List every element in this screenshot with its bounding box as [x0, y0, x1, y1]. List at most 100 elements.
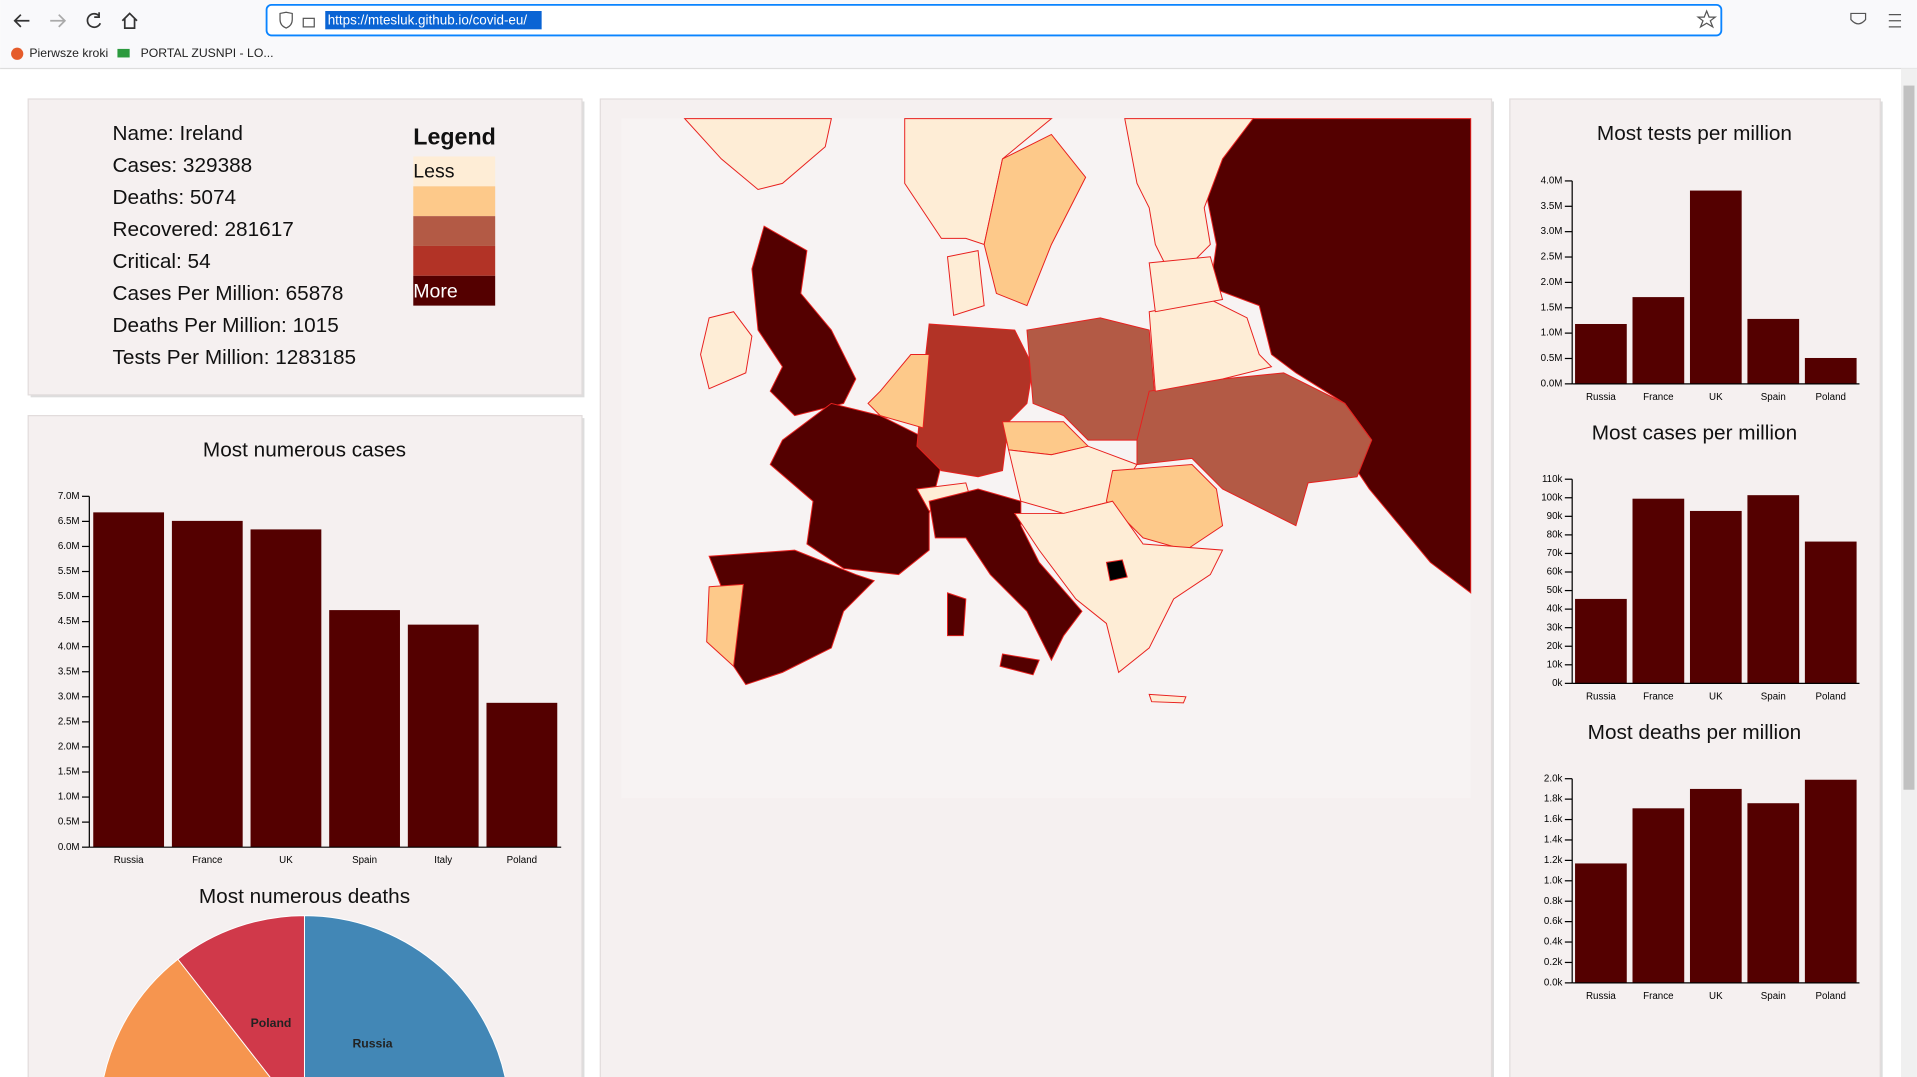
pie-label: Poland: [251, 1016, 292, 1030]
bar: [1575, 863, 1627, 983]
y-tick-label: 1.5M: [1541, 302, 1563, 313]
bookmark-icon: [11, 47, 24, 60]
y-tick-label: 50k: [1547, 585, 1563, 596]
bar: [171, 520, 243, 848]
country[interactable]: [706, 583, 744, 668]
legend-swatch: [413, 156, 496, 187]
bar: [486, 702, 558, 848]
country[interactable]: [983, 133, 1087, 307]
y-tick-label: 1.6k: [1544, 814, 1563, 825]
country[interactable]: [928, 488, 1083, 662]
y-tick-label: 2.5M: [58, 716, 80, 727]
legend-high: More: [413, 280, 458, 302]
country[interactable]: [1013, 500, 1224, 674]
country[interactable]: [751, 225, 857, 417]
country[interactable]: [947, 592, 967, 637]
bar: [1689, 510, 1742, 684]
country[interactable]: [1148, 693, 1187, 704]
chart-title: Most cases per million: [1592, 421, 1797, 444]
y-tick-label: 7.0M: [58, 491, 80, 502]
bookmark[interactable]: Pierwsze kroki: [29, 46, 108, 60]
y-tick-label: 1.0M: [1541, 328, 1563, 339]
menu-button[interactable]: [1888, 14, 1902, 28]
country[interactable]: [1203, 118, 1472, 594]
chart-title: Most deaths per million: [1588, 721, 1802, 744]
y-tick-label: 100k: [1541, 492, 1562, 503]
y-tick-label: 4.0M: [1541, 176, 1563, 187]
y-tick-label: 3.0M: [1541, 226, 1563, 237]
back-button[interactable]: [13, 14, 30, 28]
bar: [1747, 803, 1800, 983]
y-tick-label: 1.0k: [1544, 875, 1563, 886]
country[interactable]: [904, 118, 1053, 246]
y-tick-label: 10k: [1547, 659, 1563, 670]
bookmark[interactable]: PORTAL ZUSNPI - LO...: [141, 46, 274, 60]
forward-button[interactable]: [50, 14, 67, 28]
y-tick-label: 1.8k: [1544, 794, 1563, 805]
y-tick-label: 0.0M: [1541, 378, 1563, 389]
bar: [1804, 541, 1857, 684]
bookmark-icon: [117, 48, 130, 58]
bar: [1689, 190, 1742, 384]
y-tick-label: 0.4k: [1544, 937, 1563, 948]
scrollbar-thumb[interactable]: [1903, 85, 1915, 790]
x-tick-label: UK: [1709, 392, 1723, 403]
x-tick-label: Poland: [1816, 392, 1846, 403]
y-tick-label: 6.0M: [58, 541, 80, 552]
info-line: Tests Per Million: 1283185: [113, 346, 357, 369]
info-line: Deaths: 5074: [113, 186, 237, 209]
pocket-icon[interactable]: [1850, 12, 1867, 25]
legend-swatch: [413, 216, 496, 246]
lock-icon[interactable]: [302, 17, 315, 28]
info-line: Cases: 329388: [113, 154, 253, 177]
country[interactable]: [867, 354, 930, 429]
y-tick-label: 2.0k: [1544, 773, 1563, 784]
home-button[interactable]: [121, 12, 138, 29]
y-tick-label: 0.5M: [1541, 353, 1563, 364]
bookmark-star[interactable]: [1696, 9, 1718, 29]
bar: [329, 610, 400, 848]
country[interactable]: [999, 653, 1040, 676]
y-tick-label: 0.2k: [1544, 957, 1563, 968]
info-line: Name: Ireland: [113, 122, 243, 145]
y-tick-label: 80k: [1547, 529, 1563, 540]
y-tick-label: 0.6k: [1544, 916, 1563, 927]
y-tick-label: 0.0M: [58, 842, 80, 853]
y-tick-label: 2.0M: [58, 742, 80, 753]
legend-title: Legend: [413, 123, 496, 149]
country[interactable]: [1105, 559, 1128, 582]
bar: [250, 529, 322, 848]
y-tick-label: 6.5M: [58, 516, 80, 527]
reload-button[interactable]: [86, 12, 102, 29]
x-tick-label: UK: [1709, 691, 1723, 702]
url-text[interactable]: https://mtesluk.github.io/covid-eu/: [328, 12, 528, 27]
country[interactable]: [1136, 372, 1373, 527]
country[interactable]: [700, 311, 753, 390]
chart-title: Most numerous cases: [203, 439, 406, 462]
y-tick-label: 1.5M: [58, 767, 80, 778]
y-tick-label: 20k: [1547, 641, 1563, 652]
country[interactable]: [1148, 256, 1224, 313]
y-tick-label: 110k: [1542, 474, 1563, 485]
x-tick-label: Russia: [1586, 991, 1616, 1002]
country[interactable]: [946, 250, 985, 317]
pie-slice: [103, 958, 271, 1077]
x-tick-label: Spain: [1761, 392, 1786, 403]
shield-icon[interactable]: [279, 11, 293, 29]
y-tick-label: 3.5M: [1541, 201, 1563, 212]
bar: [1575, 598, 1627, 684]
country[interactable]: [1148, 298, 1273, 392]
y-tick-label: 40k: [1547, 604, 1563, 615]
url-bar[interactable]: [265, 3, 1723, 37]
pie-slice: [303, 915, 506, 1077]
bar: [1575, 323, 1627, 384]
legend-low: Less: [413, 161, 455, 183]
country[interactable]: [683, 118, 832, 191]
bar: [1632, 808, 1685, 983]
x-tick-label: Poland: [1816, 691, 1846, 702]
x-tick-label: Poland: [1816, 991, 1846, 1002]
info-line: Cases Per Million: 65878: [113, 282, 344, 305]
pie-slice: [177, 915, 305, 1077]
y-tick-label: 2.0M: [1541, 277, 1563, 288]
